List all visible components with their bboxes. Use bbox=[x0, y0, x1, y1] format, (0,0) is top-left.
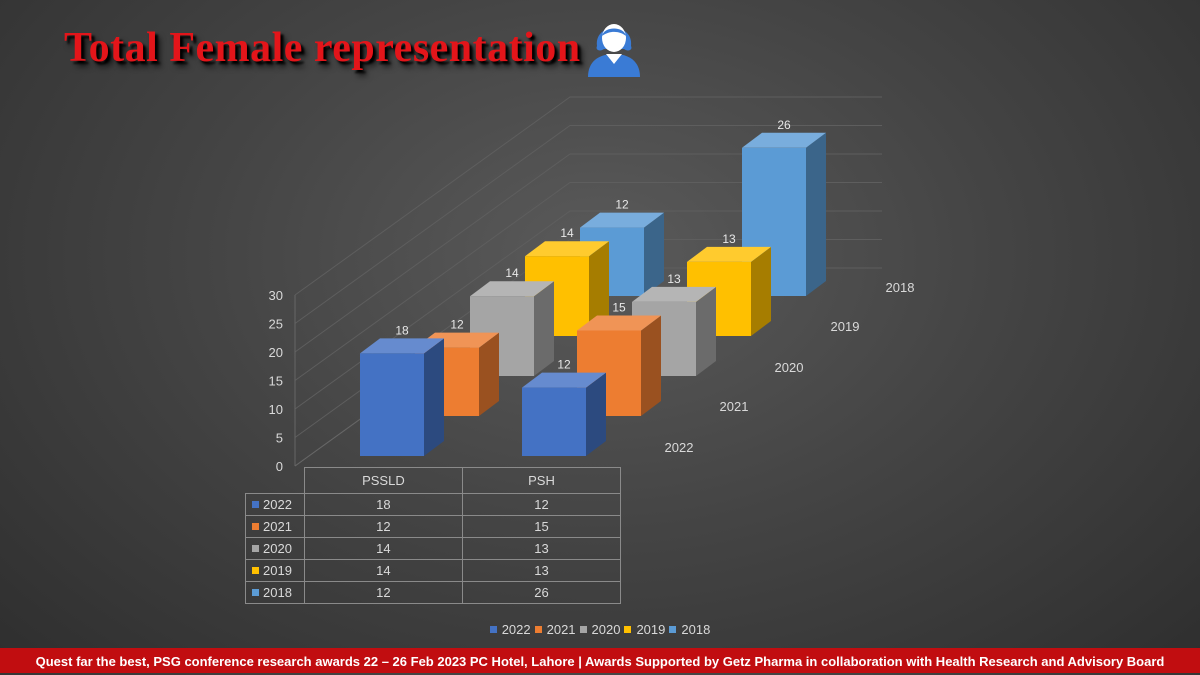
depth-axis-label: 2018 bbox=[886, 280, 915, 295]
data-label: 12 bbox=[615, 198, 629, 212]
data-table-cell: 13 bbox=[462, 537, 621, 560]
data-label: 26 bbox=[777, 118, 791, 132]
data-label: 15 bbox=[612, 301, 626, 315]
depth-axis-label: 2020 bbox=[775, 360, 804, 375]
data-table-cell: 12 bbox=[303, 581, 464, 604]
data-table-series-name: 2021 bbox=[245, 515, 305, 538]
data-label: 14 bbox=[560, 226, 574, 240]
bar-2019-pssld bbox=[525, 241, 609, 336]
data-table-cell: 12 bbox=[303, 515, 464, 538]
data-table-series-name: 2019 bbox=[245, 559, 305, 582]
legend-label: 2020 bbox=[591, 622, 621, 637]
data-label: 12 bbox=[450, 318, 464, 332]
data-table-row: 2018 12 26 bbox=[245, 581, 621, 604]
data-table-row: 2022 18 12 bbox=[245, 493, 621, 516]
data-table-cell: 26 bbox=[462, 581, 621, 604]
legend-key-swatch bbox=[534, 626, 542, 634]
bar-2022-psh bbox=[522, 372, 606, 456]
y-tick-label: 10 bbox=[269, 402, 283, 417]
female-user-icon bbox=[588, 24, 640, 77]
legend-key-swatch bbox=[624, 626, 632, 634]
legend-item: 2020 bbox=[579, 622, 621, 637]
data-table-row: 2020 14 13 bbox=[245, 537, 621, 560]
data-table-series-name: 2020 bbox=[245, 537, 305, 560]
data-table-cell: 12 bbox=[462, 493, 621, 516]
data-label: 14 bbox=[505, 266, 519, 280]
data-table-header: PSSLD PSH bbox=[245, 467, 621, 494]
depth-axis-label: 2021 bbox=[720, 399, 749, 414]
data-label: 13 bbox=[667, 272, 681, 286]
legend-key-swatch bbox=[252, 501, 259, 509]
legend-label: 2018 bbox=[681, 622, 711, 637]
legend-item: 2018 bbox=[669, 622, 710, 637]
data-table-series-name: 2022 bbox=[245, 493, 305, 516]
y-tick-label: 20 bbox=[269, 345, 283, 360]
data-table-cell: 18 bbox=[303, 493, 464, 516]
chart-title: Total Female representation bbox=[64, 25, 581, 71]
data-table-category-header: PSSLD bbox=[303, 467, 464, 494]
legend-label: 2019 bbox=[636, 622, 666, 637]
data-table-series-name: 2018 bbox=[245, 581, 305, 604]
depth-axis-label: 2022 bbox=[665, 440, 694, 455]
legend-key-swatch bbox=[489, 626, 497, 634]
legend-key-swatch bbox=[252, 567, 259, 575]
data-label: 18 bbox=[395, 323, 409, 337]
depth-axis-label: 2019 bbox=[831, 319, 860, 334]
footer-banner: Quest far the best, PSG conference resea… bbox=[0, 648, 1200, 673]
y-tick-label: 5 bbox=[276, 431, 283, 446]
y-tick-label: 30 bbox=[269, 288, 283, 303]
y-tick-label: 15 bbox=[269, 374, 283, 389]
legend-key-swatch bbox=[579, 626, 587, 634]
data-table-cell: 13 bbox=[462, 559, 621, 582]
legend-key-swatch bbox=[252, 523, 259, 531]
data-table-cell: 14 bbox=[303, 537, 464, 560]
chart-data-table: PSSLD PSH 2022 18 12 2021 12 15 2020 14 13 2019 14… bbox=[245, 467, 621, 604]
legend-label: 2022 bbox=[501, 622, 531, 637]
legend-label: 2021 bbox=[546, 622, 576, 637]
y-tick-label: 25 bbox=[269, 317, 283, 332]
legend-key-swatch bbox=[252, 545, 259, 553]
legend-key-swatch bbox=[669, 626, 677, 634]
legend-key-swatch bbox=[252, 589, 259, 597]
data-table-row: 2021 12 15 bbox=[245, 515, 621, 538]
legend-item: 2022 bbox=[489, 622, 531, 637]
data-table-category-header: PSH bbox=[462, 467, 621, 494]
data-table-row: 2019 14 13 bbox=[245, 559, 621, 582]
data-label: 13 bbox=[722, 232, 736, 246]
data-table-corner bbox=[245, 467, 305, 494]
legend-item: 2021 bbox=[534, 622, 576, 637]
bar-2022-pssld bbox=[360, 338, 444, 456]
data-table-cell: 15 bbox=[462, 515, 621, 538]
chart-legend: 2022 2021 2020 2019 2018 bbox=[0, 622, 1200, 637]
data-table-cell: 14 bbox=[303, 559, 464, 582]
legend-item: 2019 bbox=[624, 622, 665, 637]
data-label: 12 bbox=[557, 358, 571, 372]
y-tick-label: 0 bbox=[276, 459, 283, 474]
